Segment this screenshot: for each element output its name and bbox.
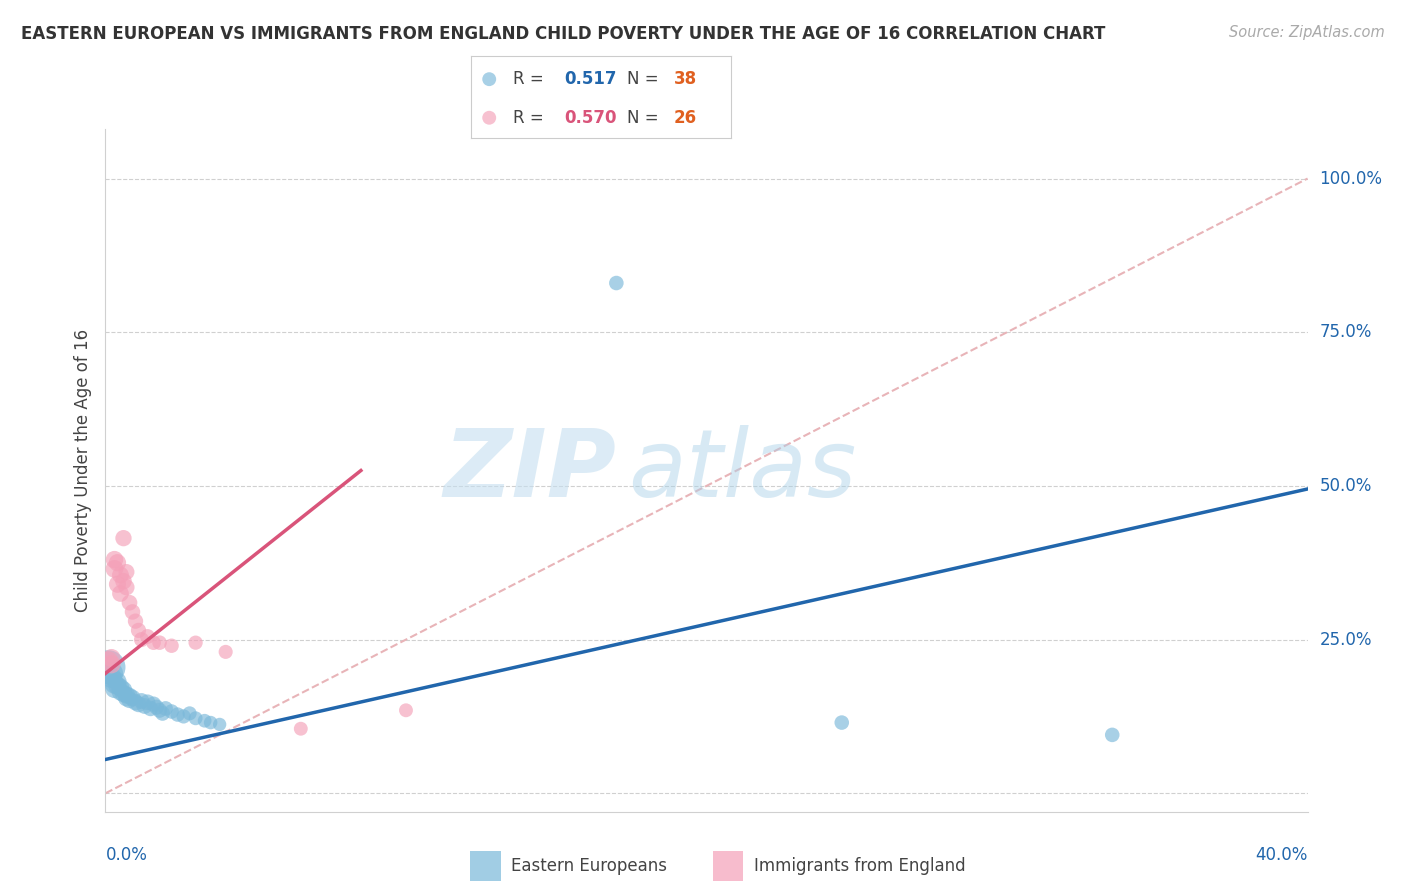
- Point: [107, 556, 129, 570]
- Point: [152, 706, 174, 721]
- Point: [1101, 728, 1123, 742]
- Text: 0.517: 0.517: [565, 70, 617, 88]
- Point: [121, 690, 143, 705]
- Point: [142, 635, 165, 649]
- Text: R =: R =: [513, 70, 548, 88]
- Point: [124, 695, 146, 709]
- Point: [831, 715, 853, 730]
- Text: N =: N =: [627, 70, 664, 88]
- Bar: [470, 851, 501, 881]
- Point: [200, 715, 222, 730]
- Point: [100, 671, 122, 685]
- Point: [184, 711, 207, 725]
- Text: Source: ZipAtlas.com: Source: ZipAtlas.com: [1229, 25, 1385, 40]
- Y-axis label: Child Poverty Under the Age of 16: Child Poverty Under the Age of 16: [73, 329, 91, 612]
- Point: [148, 703, 170, 717]
- Point: [97, 654, 120, 668]
- Text: 50.0%: 50.0%: [1320, 477, 1372, 495]
- Point: [121, 605, 143, 619]
- Point: [155, 701, 177, 715]
- Point: [139, 701, 162, 715]
- Point: [208, 717, 231, 731]
- Point: [107, 674, 129, 689]
- Point: [290, 722, 312, 736]
- Text: EASTERN EUROPEAN VS IMMIGRANTS FROM ENGLAND CHILD POVERTY UNDER THE AGE OF 16 CO: EASTERN EUROPEAN VS IMMIGRANTS FROM ENGL…: [21, 25, 1105, 43]
- Point: [131, 694, 153, 708]
- Text: 25.0%: 25.0%: [1320, 631, 1372, 648]
- Point: [103, 562, 125, 576]
- Point: [110, 586, 132, 600]
- Point: [118, 693, 141, 707]
- Point: [605, 276, 627, 290]
- Text: 0.570: 0.570: [565, 109, 617, 127]
- Text: 26: 26: [673, 109, 697, 127]
- Text: 0.0%: 0.0%: [105, 846, 148, 863]
- Point: [166, 707, 188, 722]
- Text: Immigrants from England: Immigrants from England: [754, 857, 966, 875]
- Point: [145, 700, 167, 714]
- Text: N =: N =: [627, 109, 664, 127]
- Point: [128, 697, 150, 711]
- Bar: [713, 851, 744, 881]
- Point: [118, 596, 141, 610]
- Text: Eastern Europeans: Eastern Europeans: [510, 857, 666, 875]
- Point: [103, 677, 125, 691]
- Point: [115, 580, 138, 594]
- Point: [124, 614, 146, 628]
- Point: [97, 660, 120, 674]
- Text: ZIP: ZIP: [443, 425, 616, 516]
- Point: [128, 624, 150, 638]
- Point: [478, 111, 501, 125]
- Point: [100, 651, 122, 665]
- Point: [112, 687, 135, 701]
- Point: [107, 679, 129, 693]
- Point: [112, 531, 135, 545]
- Point: [184, 635, 207, 649]
- Point: [136, 695, 159, 709]
- Point: [112, 574, 135, 589]
- Point: [142, 697, 165, 711]
- Point: [100, 666, 122, 681]
- Point: [160, 705, 183, 719]
- Text: 75.0%: 75.0%: [1320, 323, 1372, 342]
- Text: 40.0%: 40.0%: [1256, 846, 1308, 863]
- Point: [118, 689, 141, 703]
- Point: [110, 685, 132, 699]
- Point: [107, 577, 129, 591]
- Point: [103, 552, 125, 566]
- Point: [110, 681, 132, 695]
- Point: [478, 72, 501, 87]
- Point: [131, 632, 153, 647]
- Point: [115, 690, 138, 705]
- Point: [112, 683, 135, 698]
- Point: [160, 639, 183, 653]
- Text: 38: 38: [673, 70, 697, 88]
- Text: R =: R =: [513, 109, 548, 127]
- Point: [214, 645, 236, 659]
- Point: [115, 565, 138, 579]
- Point: [173, 709, 195, 723]
- Point: [115, 688, 138, 702]
- Point: [110, 568, 132, 582]
- Point: [148, 635, 170, 649]
- Text: atlas: atlas: [628, 425, 856, 516]
- Text: 100.0%: 100.0%: [1320, 169, 1382, 187]
- Point: [179, 706, 201, 721]
- Point: [395, 703, 418, 717]
- Point: [136, 630, 159, 644]
- Point: [134, 698, 156, 713]
- Point: [194, 714, 217, 728]
- Point: [103, 681, 125, 696]
- Point: [100, 657, 122, 672]
